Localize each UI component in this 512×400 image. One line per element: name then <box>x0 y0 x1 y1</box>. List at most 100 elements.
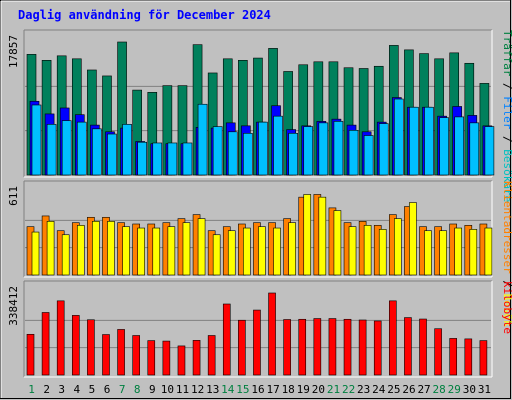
bar-bes-k-day-19 <box>303 194 312 276</box>
bar-bes-kare-day-20 <box>318 122 329 176</box>
bar-kilobyte-day-1 <box>26 333 35 376</box>
x-tick-label: 22 <box>342 383 355 396</box>
bar-bes-k-day-13 <box>212 234 221 276</box>
bar-bes-k-day-25 <box>394 218 402 276</box>
bar-bes-kare-day-10 <box>167 142 178 176</box>
bar-bes-kare-day-4 <box>76 121 87 176</box>
x-tick-label: 27 <box>417 383 430 396</box>
bar-bes-kare-day-3 <box>61 120 72 176</box>
y-max-label: 17857 <box>7 35 20 68</box>
x-tick-label: 17 <box>266 383 279 396</box>
bar-kilobyte-day-24 <box>373 320 382 376</box>
bar-bes-k-day-15 <box>243 227 251 276</box>
bar-bes-k-day-22 <box>348 226 357 276</box>
panel-legend: Klientadresser / Besök <box>501 181 512 327</box>
bar-kilobyte-day-6 <box>102 334 110 376</box>
bar-kilobyte-day-16 <box>253 309 261 376</box>
legend-text: / <box>501 129 512 149</box>
bar-bes-k-day-7 <box>122 226 130 276</box>
x-tick-label: 20 <box>312 383 325 396</box>
bar-bes-k-day-1 <box>31 231 40 276</box>
x-tick-label: 4 <box>74 383 81 396</box>
bar-kilobyte-day-21 <box>328 318 337 376</box>
x-tick-label: 13 <box>206 383 219 396</box>
bar-kilobyte-day-20 <box>313 318 322 376</box>
bar-bes-k-day-26 <box>409 202 417 276</box>
bar-bes-k-day-10 <box>167 226 176 276</box>
bar-bes-kare-day-23 <box>363 135 374 176</box>
bar-kilobyte-day-30 <box>464 338 473 376</box>
x-tick-label: 28 <box>433 383 446 396</box>
x-tick-label: 7 <box>119 383 126 396</box>
bar-kilobyte-day-7 <box>117 329 125 376</box>
bar-bes-k-day-27 <box>424 230 432 276</box>
bar-kilobyte-day-5 <box>87 319 95 376</box>
bar-bes-k-day-20 <box>318 196 327 276</box>
bar-kilobyte-day-23 <box>358 319 367 376</box>
x-tick-label: 2 <box>43 383 50 396</box>
y-max-label: 338412 <box>7 286 20 326</box>
bar-bes-kare-day-16 <box>258 121 268 176</box>
bar-bes-kare-day-26 <box>409 106 419 176</box>
bar-kilobyte-day-14 <box>222 303 231 376</box>
chart-panels: 17857 Träffar / Filer / Besökare 611 Klient… <box>7 29 512 378</box>
x-tick-label: 5 <box>89 383 96 396</box>
bar-bes-k-day-5 <box>92 221 100 276</box>
bar-bes-kare-day-15 <box>243 132 253 176</box>
bar-bes-k-day-3 <box>61 234 70 276</box>
bar-kilobyte-day-29 <box>449 338 458 376</box>
bar-kilobyte-day-3 <box>56 300 65 376</box>
bar-kilobyte-day-31 <box>479 340 488 376</box>
x-tick-label: 1 <box>28 383 35 396</box>
bar-bes-kare-day-14 <box>227 131 238 176</box>
x-tick-label: 18 <box>282 383 295 396</box>
x-tick-label: 19 <box>297 383 310 396</box>
bar-bes-kare-day-8 <box>137 141 147 176</box>
bar-bes-kare-day-29 <box>454 116 465 176</box>
x-tick-label: 14 <box>221 383 235 396</box>
bar-kilobyte-day-17 <box>268 292 276 376</box>
bar-bes-k-day-11 <box>182 222 191 276</box>
bar-kilobyte-day-13 <box>207 335 216 376</box>
x-tick-label: 11 <box>176 383 189 396</box>
bar-bes-k-day-31 <box>484 227 493 276</box>
bar-bes-k-day-28 <box>439 230 447 276</box>
bar-kilobyte-day-27 <box>419 318 427 376</box>
x-tick-label: 16 <box>251 383 264 396</box>
x-tick-label: 31 <box>478 383 491 396</box>
bar-bes-kare-day-21 <box>333 121 344 176</box>
bar-bes-k-day-2 <box>46 221 55 276</box>
bar-kilobyte-day-19 <box>298 318 307 376</box>
bar-bes-kare-day-24 <box>378 123 389 176</box>
legend-text: Klientadresser <box>501 181 512 274</box>
bar-bes-k-day-6 <box>107 221 115 276</box>
bar-kilobyte-day-25 <box>389 300 397 376</box>
bar-kilobyte-day-15 <box>238 319 246 376</box>
bar-bes-k-day-8 <box>137 227 145 276</box>
bar-bes-kare-day-25 <box>394 98 404 176</box>
bar-bes-k-day-21 <box>333 210 342 276</box>
x-tick-label: 9 <box>149 383 156 396</box>
x-tick-label: 30 <box>463 383 476 396</box>
x-tick-label: 26 <box>402 383 415 396</box>
bar-kilobyte-day-8 <box>132 335 140 376</box>
bar-kilobyte-day-10 <box>162 340 171 376</box>
bar-kilobyte-day-4 <box>71 315 80 376</box>
panel-1: 17857 Träffar / Filer / Besökare <box>7 29 512 202</box>
legend-text: Filer <box>501 96 512 129</box>
bar-bes-kare-day-31 <box>484 126 495 176</box>
x-tick-label: 3 <box>58 383 65 396</box>
x-tick-label: 21 <box>327 383 340 396</box>
bar-bes-kare-day-27 <box>424 106 434 176</box>
bar-bes-kare-day-22 <box>348 130 359 176</box>
bar-bes-kare-day-12 <box>197 103 208 176</box>
bar-bes-kare-day-13 <box>212 126 223 176</box>
panel-legend: kilobyte <box>501 281 512 334</box>
x-tick-label: 25 <box>387 383 400 396</box>
bar-bes-kare-day-30 <box>469 122 480 176</box>
legend-text: Besökare <box>501 149 512 202</box>
bar-bes-kare-day-19 <box>303 126 314 176</box>
bar-kilobyte-day-11 <box>177 345 186 376</box>
legend-text: Besök <box>501 294 512 327</box>
